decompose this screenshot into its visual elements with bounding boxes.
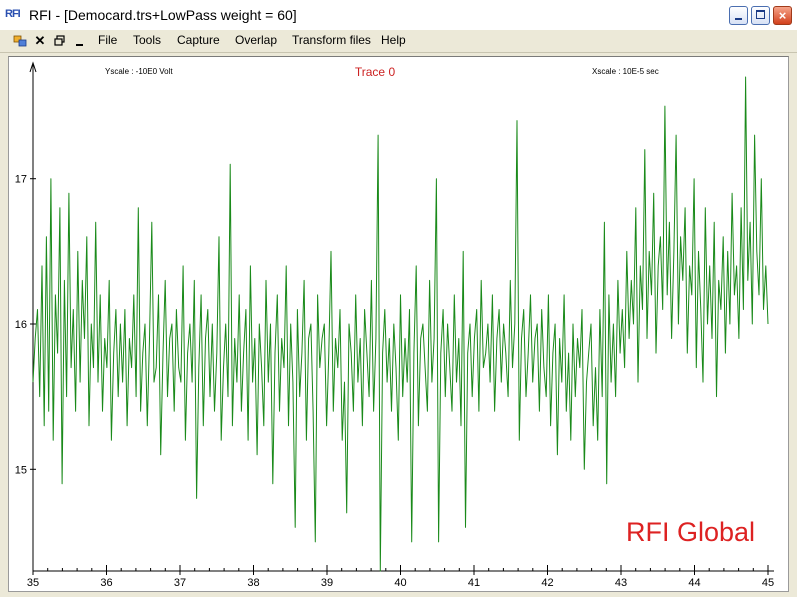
- close-button[interactable]: ×: [773, 6, 792, 25]
- window-title: RFI - [Democard.trs+LowPass weight = 60]: [29, 7, 297, 23]
- y-tick-label: 17: [15, 174, 27, 186]
- y-tick-label: 16: [15, 319, 27, 331]
- menu-file[interactable]: File: [98, 33, 118, 47]
- trace-title: Trace 0: [355, 65, 396, 79]
- x-tick-label: 43: [615, 577, 627, 589]
- watermark-text: RFI Global: [626, 517, 755, 547]
- x-tick-label: 36: [100, 577, 112, 589]
- restore-doc-icon[interactable]: [52, 33, 68, 49]
- minimize-button[interactable]: [729, 6, 748, 25]
- menu-tools[interactable]: Tools: [133, 33, 162, 47]
- x-tick-label: 39: [321, 577, 333, 589]
- close-doc-icon[interactable]: ✕: [34, 33, 46, 48]
- x-tick-label: 35: [27, 577, 39, 589]
- x-tick-label: 40: [394, 577, 406, 589]
- trace-0-line: [32, 76, 769, 572]
- y-axis-arrow: [29, 61, 37, 73]
- maximize-button[interactable]: [751, 6, 770, 25]
- yscale-label: Yscale : -10E0 Volt: [105, 67, 173, 76]
- menu-help[interactable]: Help: [381, 33, 406, 47]
- menu-capture[interactable]: Capture: [177, 33, 220, 47]
- maximize-icon: [756, 10, 765, 19]
- app-logo-icon: RFI: [5, 8, 21, 20]
- plot-area: Yscale : -10E0 Volt Xscale : 10E-5 sec T…: [8, 56, 789, 592]
- menu-transform-files[interactable]: Transform files: [292, 33, 371, 47]
- minimize-icon: [735, 18, 742, 20]
- trace-chart: Yscale : -10E0 Volt Xscale : 10E-5 sec T…: [15, 61, 774, 589]
- minimize-doc-icon[interactable]: [72, 33, 88, 49]
- menu-bar: ✕ File Tools Capture Overlap Transform f…: [0, 30, 797, 53]
- title-bar: RFI RFI - [Democard.trs+LowPass weight =…: [0, 0, 797, 31]
- x-tick-label: 42: [541, 577, 553, 589]
- close-icon: ×: [778, 8, 787, 23]
- y-tick-label: 15: [15, 464, 27, 476]
- x-tick-label: 38: [247, 577, 259, 589]
- x-tick-label: 45: [762, 577, 774, 589]
- x-tick-label: 37: [174, 577, 186, 589]
- menu-overlap[interactable]: Overlap: [235, 33, 278, 47]
- xscale-label: Xscale : 10E-5 sec: [592, 67, 659, 76]
- windows-icon[interactable]: [12, 33, 28, 49]
- x-tick-label: 44: [688, 577, 700, 589]
- x-tick-label: 41: [468, 577, 480, 589]
